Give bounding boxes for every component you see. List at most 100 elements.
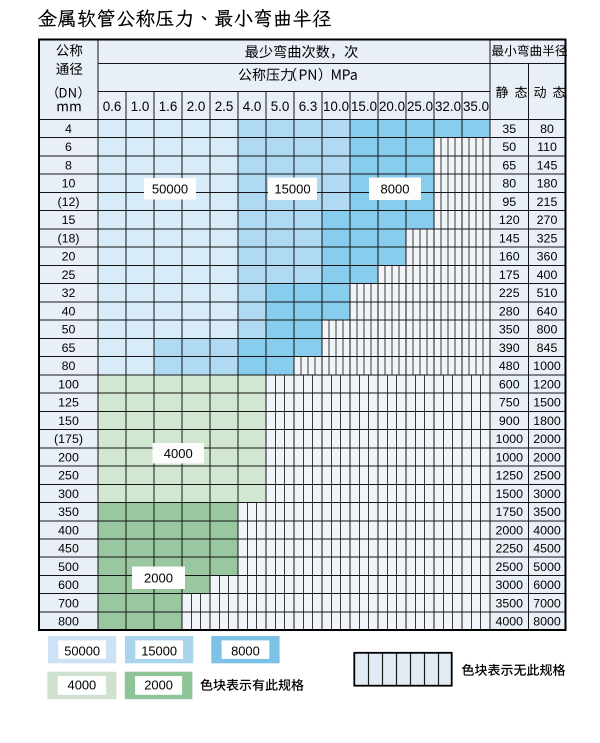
- svg-text:150: 150: [58, 414, 79, 428]
- svg-text:3000: 3000: [533, 487, 561, 501]
- svg-text:2000: 2000: [495, 523, 523, 537]
- svg-text:1.6: 1.6: [159, 99, 178, 114]
- svg-text:480: 480: [499, 359, 520, 373]
- svg-text:65: 65: [62, 341, 76, 355]
- svg-text:4000: 4000: [164, 446, 193, 461]
- svg-text:7000: 7000: [533, 596, 561, 610]
- svg-text:6000: 6000: [533, 578, 561, 592]
- svg-text:(18): (18): [57, 231, 79, 245]
- svg-text:50000: 50000: [152, 181, 188, 196]
- svg-text:32: 32: [62, 286, 76, 300]
- svg-text:1000: 1000: [495, 450, 523, 464]
- svg-text:25: 25: [62, 268, 76, 282]
- svg-text:300: 300: [58, 487, 79, 501]
- svg-text:80: 80: [540, 122, 554, 136]
- svg-text:5000: 5000: [533, 560, 561, 574]
- svg-text:35: 35: [502, 122, 516, 136]
- svg-text:360: 360: [537, 250, 558, 264]
- svg-text:80: 80: [62, 359, 76, 373]
- svg-text:100: 100: [58, 377, 79, 391]
- svg-text:3500: 3500: [495, 596, 523, 610]
- svg-text:800: 800: [58, 615, 79, 629]
- svg-text:8000: 8000: [381, 181, 410, 196]
- svg-text:2.0: 2.0: [187, 99, 206, 114]
- svg-text:350: 350: [58, 505, 79, 519]
- svg-text:8: 8: [65, 158, 72, 172]
- svg-text:510: 510: [537, 286, 558, 300]
- svg-text:640: 640: [537, 304, 558, 318]
- svg-text:145: 145: [537, 158, 558, 172]
- svg-text:15000: 15000: [141, 644, 177, 659]
- svg-text:15.0: 15.0: [351, 99, 377, 114]
- svg-text:15: 15: [62, 213, 76, 227]
- svg-text:500: 500: [58, 560, 79, 574]
- svg-text:225: 225: [499, 286, 520, 300]
- svg-text:2000: 2000: [144, 570, 173, 585]
- svg-text:215: 215: [537, 195, 558, 209]
- svg-text:35.0: 35.0: [463, 99, 489, 114]
- svg-text:3500: 3500: [533, 505, 561, 519]
- svg-text:1000: 1000: [495, 432, 523, 446]
- svg-text:250: 250: [58, 469, 79, 483]
- svg-text:50000: 50000: [64, 644, 100, 659]
- svg-text:270: 270: [537, 213, 558, 227]
- svg-text:1.0: 1.0: [131, 99, 150, 114]
- svg-text:6: 6: [65, 140, 72, 154]
- svg-text:145: 145: [499, 231, 520, 245]
- svg-text:8000: 8000: [533, 615, 561, 629]
- svg-text:5.0: 5.0: [271, 99, 290, 114]
- svg-text:80: 80: [502, 177, 516, 191]
- svg-text:8000: 8000: [231, 644, 260, 659]
- svg-text:400: 400: [537, 268, 558, 282]
- svg-text:95: 95: [502, 195, 516, 209]
- svg-text:2000: 2000: [144, 678, 173, 693]
- svg-text:900: 900: [499, 414, 520, 428]
- svg-text:32.0: 32.0: [435, 99, 461, 114]
- svg-text:400: 400: [58, 523, 79, 537]
- svg-text:15000: 15000: [274, 181, 310, 196]
- svg-text:700: 700: [58, 596, 79, 610]
- svg-text:450: 450: [58, 542, 79, 556]
- svg-text:65: 65: [502, 158, 516, 172]
- svg-text:110: 110: [537, 140, 557, 154]
- svg-text:4500: 4500: [533, 542, 561, 556]
- svg-text:1750: 1750: [495, 505, 523, 519]
- svg-text:1250: 1250: [495, 469, 523, 483]
- svg-text:1500: 1500: [533, 396, 561, 410]
- svg-text:(12): (12): [57, 195, 79, 209]
- svg-text:280: 280: [499, 304, 520, 318]
- svg-text:4000: 4000: [533, 523, 561, 537]
- svg-text:800: 800: [537, 323, 558, 337]
- svg-text:4: 4: [65, 122, 72, 136]
- svg-text:50: 50: [502, 140, 516, 154]
- svg-text:325: 325: [537, 231, 558, 245]
- svg-text:2500: 2500: [495, 560, 523, 574]
- svg-text:40: 40: [62, 304, 76, 318]
- svg-text:4000: 4000: [68, 678, 97, 693]
- svg-text:845: 845: [537, 341, 558, 355]
- svg-text:390: 390: [499, 341, 520, 355]
- svg-text:600: 600: [499, 377, 520, 391]
- svg-text:350: 350: [499, 323, 520, 337]
- svg-text:(175): (175): [54, 432, 83, 446]
- svg-text:10: 10: [62, 177, 76, 191]
- svg-text:2.5: 2.5: [215, 99, 234, 114]
- svg-text:1800: 1800: [533, 414, 561, 428]
- svg-text:2000: 2000: [533, 450, 561, 464]
- svg-text:125: 125: [58, 396, 79, 410]
- svg-text:0.6: 0.6: [103, 99, 122, 114]
- svg-text:200: 200: [58, 450, 79, 464]
- svg-text:180: 180: [537, 177, 558, 191]
- svg-text:175: 175: [499, 268, 520, 282]
- svg-text:120: 120: [499, 213, 520, 227]
- svg-text:2000: 2000: [533, 432, 561, 446]
- svg-text:10.0: 10.0: [323, 99, 349, 114]
- svg-text:6.3: 6.3: [299, 99, 318, 114]
- svg-text:1200: 1200: [533, 377, 561, 391]
- svg-text:3000: 3000: [495, 578, 523, 592]
- svg-text:2500: 2500: [533, 469, 561, 483]
- svg-text:750: 750: [499, 396, 520, 410]
- svg-text:50: 50: [62, 323, 76, 337]
- svg-text:1500: 1500: [495, 487, 523, 501]
- svg-text:20: 20: [62, 250, 76, 264]
